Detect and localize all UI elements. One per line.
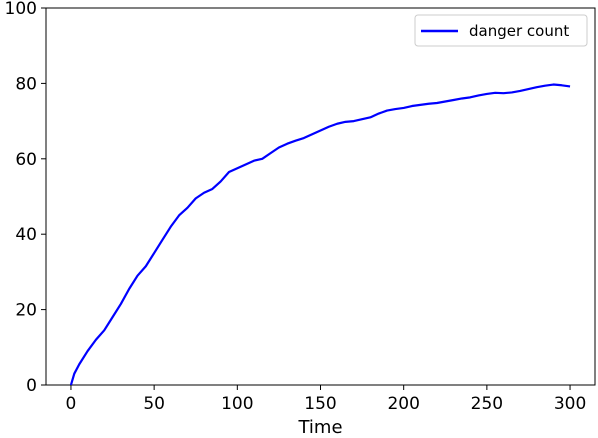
y-tick-label: 0	[26, 376, 37, 396]
y-tick-label: 20	[15, 301, 37, 321]
y-tick-label: 40	[15, 225, 37, 245]
plot-area	[45, 7, 596, 386]
y-tick-label: 100	[5, 0, 37, 19]
x-tick-label: 200	[387, 394, 419, 414]
x-tick-label: 300	[554, 394, 586, 414]
y-tick-label: 80	[15, 74, 37, 94]
x-tick-label: 0	[66, 394, 77, 414]
y-tick-label: 60	[15, 150, 37, 170]
legend: danger count	[414, 14, 588, 47]
x-tick-label: 150	[304, 394, 336, 414]
x-tick-label: 250	[471, 394, 503, 414]
legend-entry-label: danger count	[469, 22, 569, 40]
x-axis: 0 50 100 150 200 250 300	[66, 385, 586, 414]
x-tick-label: 100	[221, 394, 253, 414]
x-axis-title: Time	[297, 417, 342, 438]
x-tick-label: 50	[143, 394, 165, 414]
plot-frame	[45, 7, 596, 386]
series-layer	[69, 83, 571, 386]
legend-box	[414, 14, 588, 47]
series-line-0	[69, 83, 571, 386]
y-axis: 0 20 40 60 80 100	[5, 0, 46, 396]
